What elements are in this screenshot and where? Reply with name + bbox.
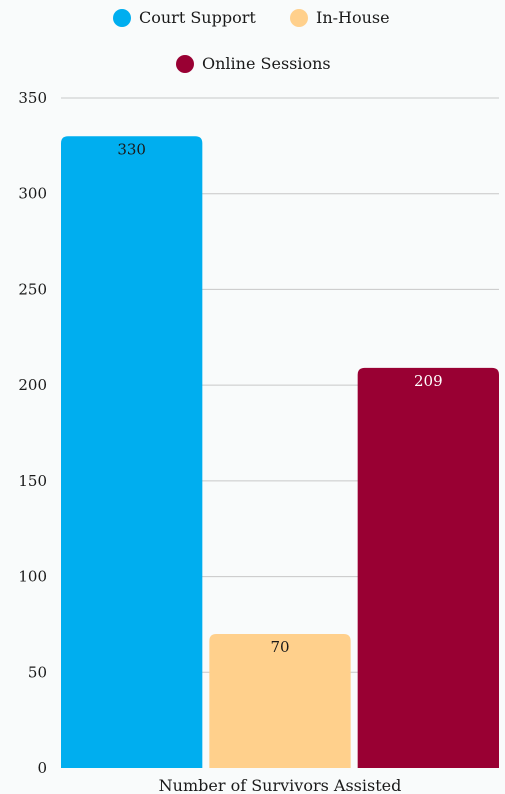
legend-swatch-online-sessions [176,55,194,73]
legend-item-court-support[interactable]: Court Support [113,8,256,27]
y-tick-label-0: 0 [37,759,47,777]
data-label-in-house: 70 [270,638,289,656]
legend-label-court-support: Court Support [139,8,256,27]
bar-in-house[interactable] [209,634,351,768]
legend-item-in-house[interactable]: In-House [290,8,390,27]
bar-court-support[interactable] [61,136,203,769]
legend-label-in-house: In-House [316,8,390,27]
bar-online-sessions[interactable] [357,367,499,768]
legend-swatch-court-support [113,9,131,27]
y-tick-label-250: 250 [18,280,47,298]
legend-swatch-in-house [290,9,308,27]
y-axis-tick-labels: 0 50 100 150 200 250 300 350 [18,89,47,777]
y-tick-label-100: 100 [18,568,47,586]
y-tick-label-50: 50 [28,663,47,681]
y-tick-label-300: 300 [18,185,47,203]
legend-label-online-sessions: Online Sessions [202,54,331,73]
y-tick-label-350: 350 [18,89,47,107]
y-tick-label-150: 150 [18,472,47,490]
bars [61,136,499,769]
x-axis-title: Number of Survivors Assisted [159,776,402,794]
chart-legend: Court Support In-House Online Sessions [113,8,390,73]
legend-item-online-sessions[interactable]: Online Sessions [176,54,331,73]
data-labels: 330 70 209 [117,140,442,656]
data-label-court-support: 330 [117,140,146,158]
y-tick-label-200: 200 [18,376,47,394]
data-label-online-sessions: 209 [414,372,443,390]
